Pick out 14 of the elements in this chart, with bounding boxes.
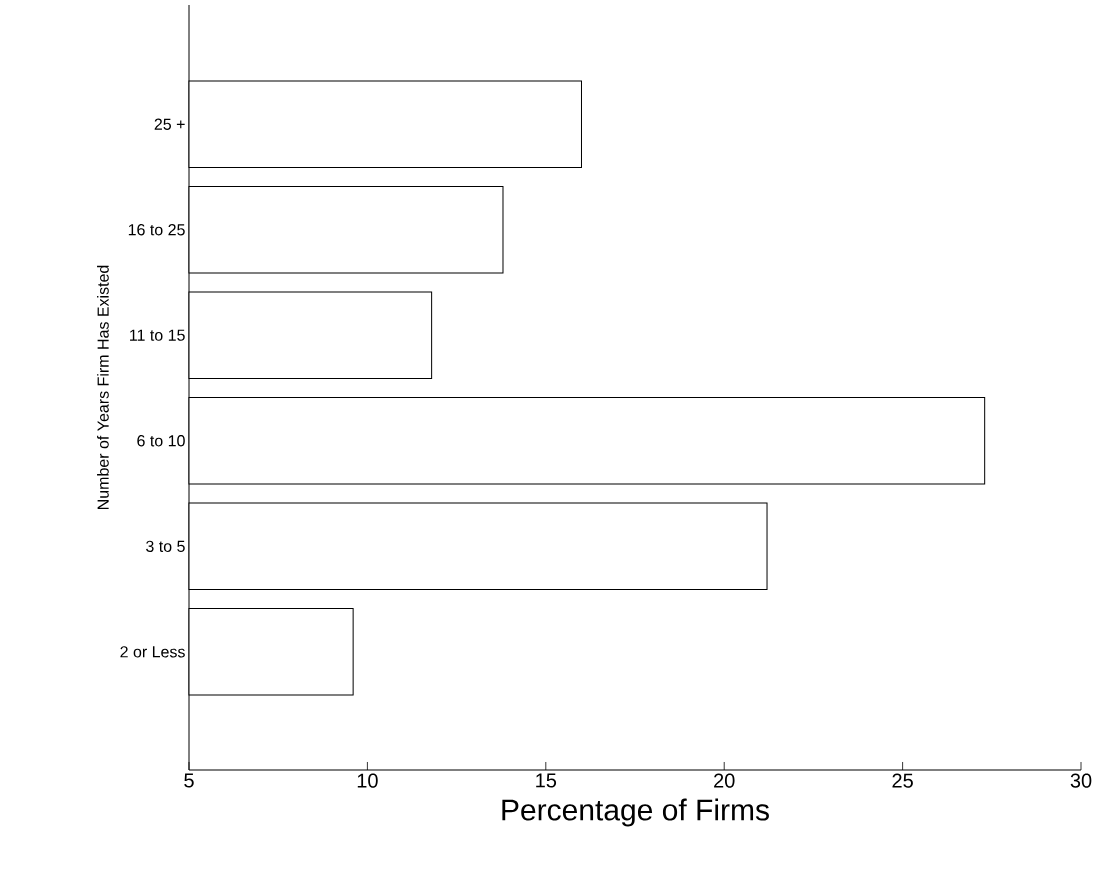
x-axis-title: Percentage of Firms [502,798,769,827]
x-tick-label: 25 [892,773,913,788]
x-tick-label: 20 [714,773,735,788]
x-tick-label: 5 [184,773,194,788]
y-tick-label: 11 to 15 [130,329,185,341]
x-tick-label: 30 [1070,773,1092,788]
y-tick-label: 16 to 25 [128,224,185,236]
x-tick-label: 15 [536,773,557,788]
y-tick-label: 25 + [154,118,185,130]
y-tick-label: 3 to 5 [146,540,185,552]
y-tick-label: 2 or Less [120,646,185,658]
y-axis-title: Number of Years Firm Has Existed [97,265,109,510]
x-tick-label: 10 [357,773,378,788]
y-tick-label: 6 to 10 [137,435,185,447]
